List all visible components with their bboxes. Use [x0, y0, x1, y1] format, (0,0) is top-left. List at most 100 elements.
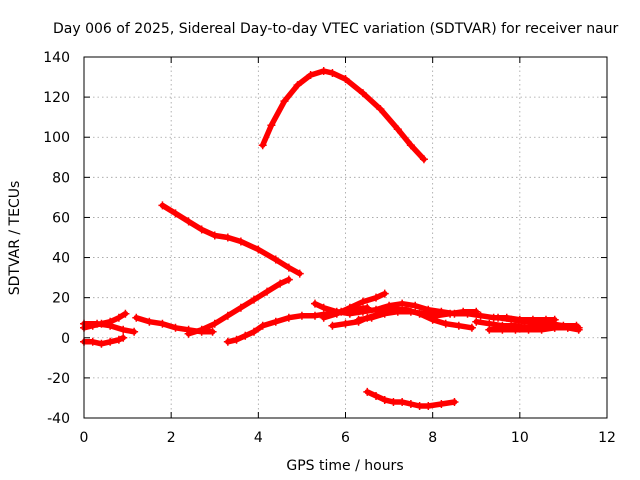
data-point [295, 269, 304, 278]
data-point [345, 309, 354, 318]
y-tick-label: 40 [52, 251, 70, 267]
y-tick-label: 0 [61, 331, 70, 347]
data-point [171, 323, 180, 332]
data-point [93, 319, 102, 328]
data-point [406, 307, 415, 316]
data-point [210, 231, 219, 240]
data-point [380, 395, 389, 404]
data-point [533, 319, 542, 328]
data-point [498, 325, 507, 334]
series-arc-2 [158, 201, 304, 278]
data-point [208, 327, 217, 336]
data-point [236, 303, 245, 312]
data-point [424, 401, 433, 410]
data-point [485, 325, 494, 334]
x-tick-label: 8 [428, 430, 437, 446]
data-point [223, 233, 232, 242]
data-point [507, 315, 516, 324]
data-point [441, 319, 450, 328]
plot-frame [83, 56, 608, 419]
data-point [310, 311, 319, 320]
series-line [364, 389, 458, 409]
data-point [106, 321, 115, 330]
data-point [197, 325, 206, 334]
y-axis-label: SDTVAR / TECUs [7, 181, 23, 296]
data-point [450, 397, 459, 406]
data-point [130, 327, 139, 336]
data-point [171, 209, 180, 218]
y-tick-label: 20 [52, 291, 70, 307]
data-point [363, 387, 372, 396]
data-point [119, 333, 128, 342]
data-point [158, 201, 167, 210]
y-tick-label: 140 [43, 50, 70, 66]
data-point [559, 321, 568, 330]
data-point [467, 323, 476, 332]
data-point [319, 303, 328, 312]
y-tick-label: -20 [47, 371, 70, 387]
data-point [297, 311, 306, 320]
series-arc-16 [363, 387, 459, 410]
y-tick-label: -40 [47, 411, 70, 427]
data-point [437, 399, 446, 408]
data-point [280, 97, 289, 106]
data-point [184, 217, 193, 226]
data-point [446, 309, 455, 318]
data-point [406, 141, 415, 150]
data-point [284, 275, 293, 284]
data-point [97, 339, 106, 348]
data-point [210, 319, 219, 328]
y-tick-labels: -40 -20 0 20 40 60 80 100 120 140 [43, 50, 70, 427]
data-point [132, 313, 141, 322]
data-point [114, 313, 123, 322]
data-point [236, 237, 245, 246]
data-point [271, 317, 280, 326]
data-point [393, 125, 402, 134]
data-point [398, 299, 407, 308]
data-point [459, 307, 468, 316]
data-point [572, 321, 581, 330]
data-point [306, 71, 315, 80]
data-point [537, 325, 546, 334]
data-point [358, 89, 367, 98]
data-point [380, 289, 389, 298]
data-point [319, 67, 328, 76]
x-tick-label: 0 [80, 430, 89, 446]
data-point [385, 301, 394, 310]
data-point [372, 293, 381, 302]
series-arc-1 [258, 67, 428, 164]
x-tick-label: 4 [254, 430, 263, 446]
data-point [184, 329, 193, 338]
data-point [328, 321, 337, 330]
data-point [454, 321, 463, 330]
data-point [258, 321, 267, 330]
data-point [293, 81, 302, 90]
data-point [393, 307, 402, 316]
x-tick-label: 12 [598, 430, 616, 446]
data-point [372, 391, 381, 400]
x-tick-labels: 0 2 4 6 8 10 12 [80, 430, 616, 446]
data-point [415, 401, 424, 410]
chart-title: Day 006 of 2025, Sidereal Day-to-day VTE… [53, 21, 619, 37]
data-point [271, 255, 280, 264]
data-point [354, 315, 363, 324]
data-point [223, 311, 232, 320]
data-point [319, 313, 328, 322]
data-point [310, 299, 319, 308]
data-point [524, 325, 533, 334]
data-point [328, 69, 337, 78]
data-point [249, 295, 258, 304]
data-point [106, 337, 115, 346]
data-point [197, 225, 206, 234]
data-point [284, 263, 293, 272]
x-axis-label: GPS time / hours [286, 458, 403, 474]
series-arc-7 [184, 275, 293, 338]
series-line [355, 308, 480, 323]
data-point [88, 337, 97, 346]
data-point [284, 313, 293, 322]
data-point [254, 245, 263, 254]
data-point [145, 317, 154, 326]
data-point [511, 325, 520, 334]
